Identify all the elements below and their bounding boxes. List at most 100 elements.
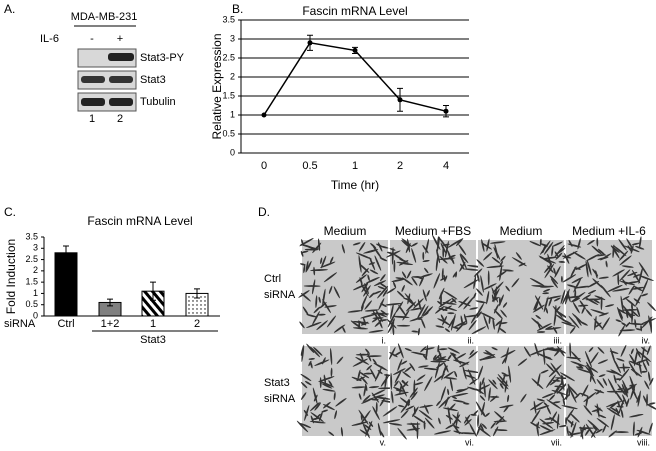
cell	[614, 359, 621, 374]
cell	[398, 404, 405, 408]
cell	[328, 380, 333, 387]
cell	[610, 414, 615, 431]
cell	[483, 381, 486, 398]
cell	[597, 248, 606, 256]
cell	[641, 316, 653, 329]
cell	[318, 296, 321, 303]
cell	[405, 398, 410, 406]
cell	[477, 365, 484, 380]
cell	[443, 361, 449, 373]
cell	[477, 384, 491, 391]
cell	[313, 346, 323, 356]
cell	[596, 379, 604, 389]
cell	[358, 371, 370, 379]
cell	[342, 326, 346, 333]
cell	[410, 391, 418, 401]
cell	[618, 324, 626, 337]
band-label: Stat3-PY	[140, 52, 185, 64]
cell	[396, 261, 414, 266]
cell	[638, 275, 654, 281]
y-tick-label: 1	[33, 288, 38, 298]
cell	[493, 247, 501, 260]
cell	[368, 262, 376, 265]
cell	[455, 237, 464, 247]
cell	[422, 244, 429, 254]
cell	[641, 346, 648, 353]
cell	[536, 421, 540, 430]
cell	[566, 284, 579, 289]
cell	[298, 290, 310, 298]
cell	[590, 309, 607, 315]
cell	[352, 358, 368, 367]
cell	[595, 254, 606, 257]
cell	[365, 249, 378, 254]
cell	[528, 349, 544, 356]
cell	[532, 304, 545, 313]
cell	[480, 275, 484, 293]
cell	[501, 356, 507, 365]
cell	[367, 352, 372, 362]
cell	[539, 429, 556, 436]
cell	[476, 311, 482, 319]
cell	[585, 423, 596, 439]
cell	[551, 245, 554, 257]
cell	[314, 402, 322, 411]
cell	[386, 250, 401, 258]
cell	[300, 373, 312, 382]
cell	[536, 323, 552, 332]
cell	[424, 347, 435, 350]
cell	[322, 401, 331, 409]
image-numeral: i.	[382, 335, 387, 345]
image-numeral: iii.	[554, 335, 563, 345]
cell	[583, 392, 597, 403]
cell	[590, 429, 597, 438]
cell	[489, 395, 498, 402]
cell	[594, 295, 606, 301]
cell	[639, 236, 642, 249]
cell	[545, 348, 562, 352]
cell	[379, 274, 386, 282]
cell	[378, 387, 393, 390]
y-tick-label: 0	[33, 310, 38, 320]
cell	[363, 372, 373, 375]
cell	[460, 253, 469, 264]
cell	[533, 295, 541, 311]
cell	[588, 347, 594, 353]
cell	[389, 352, 398, 358]
cell-line: MDA-MB-231	[71, 11, 138, 23]
cell	[401, 271, 407, 279]
lane-sign: +	[117, 33, 123, 45]
cell	[355, 274, 367, 283]
cell	[592, 426, 598, 431]
cell	[610, 407, 621, 414]
cell	[621, 265, 634, 268]
cell	[585, 309, 593, 317]
cell	[360, 376, 368, 385]
cell	[570, 413, 580, 423]
cell	[396, 324, 411, 327]
cell	[472, 410, 479, 416]
y-axis-label: Relative Expression	[210, 33, 224, 139]
cell	[592, 298, 600, 304]
cell	[404, 293, 416, 307]
cell	[588, 368, 596, 384]
cell	[536, 352, 553, 361]
cell	[625, 298, 636, 307]
cell	[370, 242, 377, 249]
cell	[423, 312, 429, 317]
cell	[469, 349, 475, 356]
cell	[322, 299, 331, 314]
cell	[629, 384, 636, 387]
blot	[77, 48, 137, 112]
cell	[543, 402, 549, 408]
cell	[486, 238, 490, 252]
cell	[369, 292, 375, 298]
cell	[421, 318, 426, 329]
cell	[646, 345, 651, 356]
cell	[396, 290, 405, 299]
row-label: Stat3	[264, 377, 290, 389]
cell	[560, 289, 566, 305]
cell	[575, 366, 584, 369]
cell	[398, 304, 407, 316]
cell	[595, 428, 603, 434]
